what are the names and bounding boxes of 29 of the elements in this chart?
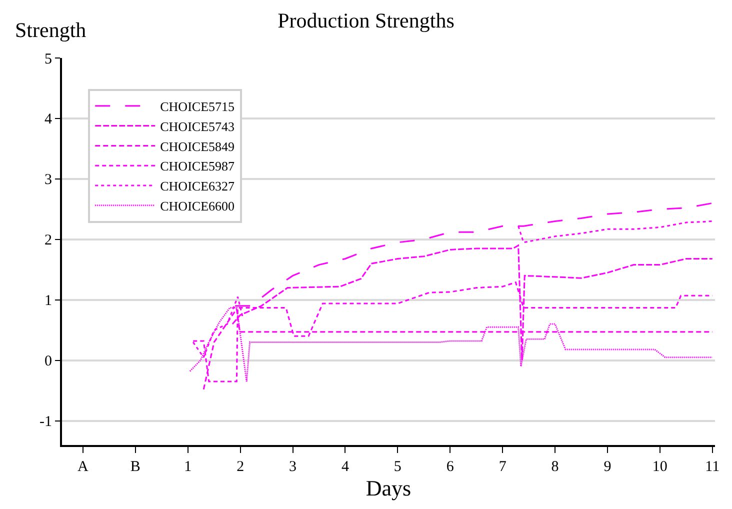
legend-label: CHOICE5849 (160, 138, 235, 154)
x-tick-label: 9 (604, 459, 612, 475)
legend-label: CHOICE6327 (160, 178, 236, 194)
x-tick-label: 10 (652, 459, 668, 475)
x-tick-label: 11 (705, 459, 720, 475)
x-tick-label: B (130, 459, 140, 475)
y-tick-label: 1 (44, 293, 52, 310)
x-tick-label: 8 (551, 459, 559, 475)
x-tick-label: 1 (184, 459, 192, 475)
legend-label: CHOICE5715 (160, 98, 235, 114)
x-axis-title: Days (366, 475, 412, 500)
x-tick-label: 4 (341, 459, 350, 475)
y-tick-label: -1 (40, 414, 52, 430)
y-tick-label: 4 (44, 112, 52, 128)
y-tick-label: 2 (44, 232, 52, 249)
y-axis-title: Strength (15, 18, 87, 42)
y-tick-label: 5 (44, 51, 52, 68)
y-tick-label: 3 (44, 172, 52, 188)
legend-label: CHOICE5987 (160, 158, 236, 174)
x-tick-label: 5 (394, 459, 402, 475)
y-tick-label: 0 (44, 354, 52, 370)
x-tick-label: 2 (236, 459, 244, 475)
x-tick-label: 7 (498, 459, 507, 475)
legend-label: CHOICE6600 (160, 198, 235, 214)
x-tick-label: 6 (446, 459, 454, 475)
legend-label: CHOICE5743 (160, 118, 235, 134)
x-tick-label: A (78, 459, 89, 475)
chart-title: Production Strengths (278, 8, 454, 32)
x-tick-label: 3 (289, 459, 297, 475)
